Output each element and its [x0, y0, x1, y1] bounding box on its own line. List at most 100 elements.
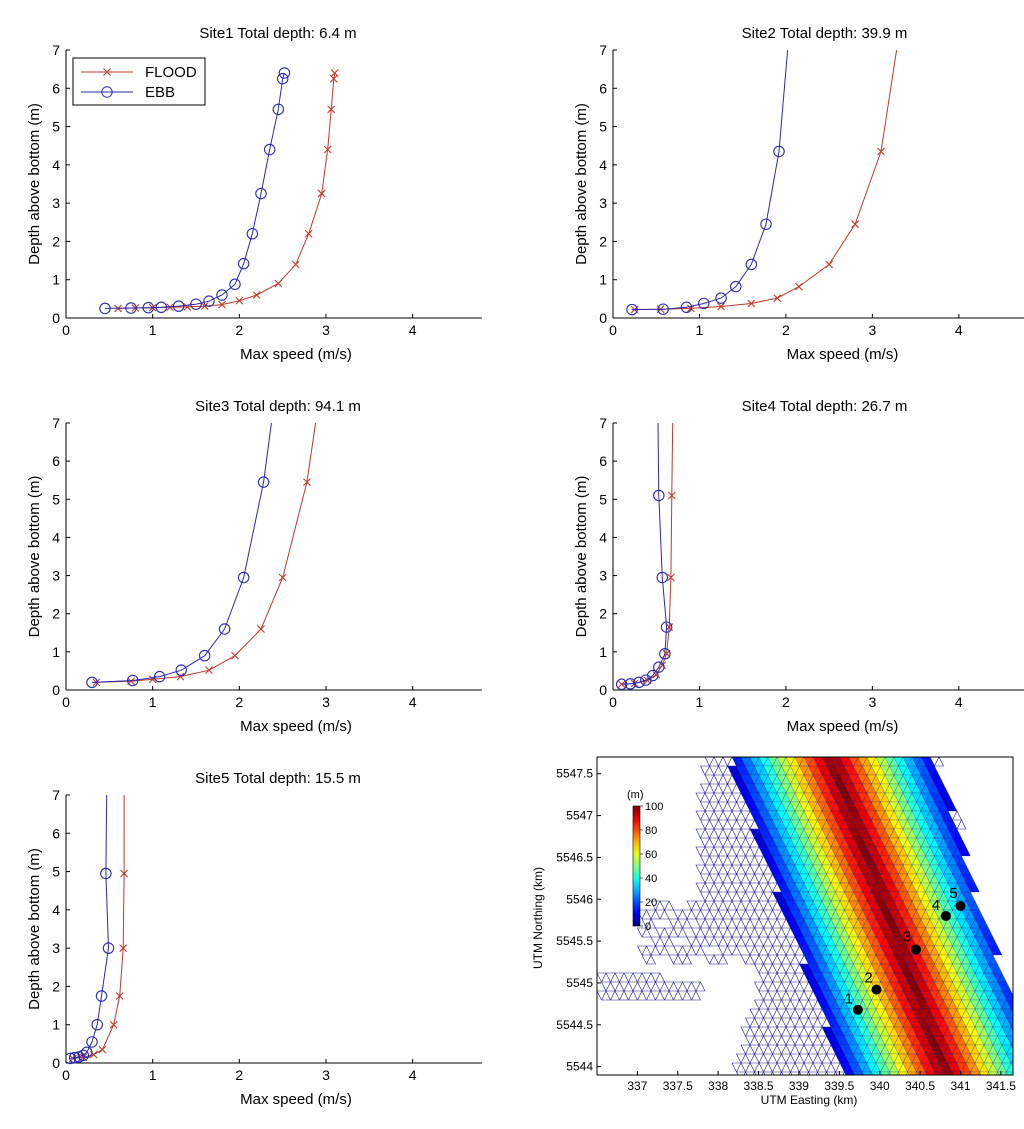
site-marker-5 — [955, 900, 966, 911]
chart-title: Site3 Total depth: 94.1 m — [195, 398, 361, 415]
mesh-cell — [943, 1071, 955, 1075]
ebb-point — [155, 301, 168, 314]
ebb-point — [172, 300, 185, 312]
ebb-point — [272, 103, 285, 116]
chart-title: Site2 Total depth: 39.9 m — [742, 25, 908, 42]
flood-point — [851, 220, 859, 229]
ebb-point — [86, 1036, 98, 1048]
y-tick-label: 5544.5 — [556, 1018, 593, 1032]
x-tick-label: 3 — [322, 694, 330, 710]
x-tick-label: 4 — [955, 322, 963, 338]
mesh-cell — [853, 1071, 865, 1075]
ebb-point — [125, 302, 137, 314]
y-tick-label: 1 — [599, 272, 607, 288]
x-tick-label: 2 — [235, 694, 243, 710]
plot-area — [99, 67, 339, 315]
x-tick-label: 1 — [696, 694, 704, 710]
flood-point — [200, 302, 209, 311]
y-tick-label: 5 — [599, 491, 607, 507]
mesh-cell — [1006, 1017, 1013, 1028]
ebb-point — [246, 228, 259, 240]
ebb-point — [100, 867, 112, 880]
y-tick-label: 0 — [599, 682, 607, 698]
flood-point — [252, 291, 261, 299]
site-label: 3 — [903, 928, 911, 945]
ebb-point — [647, 669, 659, 682]
x-axis-label: UTM Easting (km) — [761, 1093, 858, 1107]
site-label: 5 — [949, 885, 957, 902]
ebb-point — [660, 621, 673, 633]
mesh-cell — [1016, 1072, 1024, 1081]
site-marker-4 — [940, 911, 951, 921]
mesh-cell — [1006, 1071, 1013, 1075]
mesh-cell — [1016, 1054, 1024, 1063]
panel-site5: Site5 Total depth: 15.5 m 0 1 2 3 4 0 1 2 3 4 5 6 7 Ma… — [26, 770, 482, 1108]
ebb-series-line — [104, 72, 285, 309]
x-tick-label: 0 — [609, 694, 617, 710]
ebb-point — [276, 72, 289, 85]
mesh-cell — [929, 774, 944, 785]
site-label: 1 — [845, 991, 853, 1008]
mesh-cell — [862, 1071, 874, 1075]
ebb-series-line — [631, 49, 789, 311]
y-axis-label: UTM Northing (km) — [531, 867, 545, 969]
mesh-cell — [979, 1071, 991, 1075]
y-tick-label: 7 — [599, 415, 607, 431]
site-marker-2 — [871, 984, 882, 995]
y-tick-label: 4 — [52, 902, 60, 918]
y-tick-label: 5 — [52, 864, 60, 880]
flood-point — [291, 260, 300, 269]
legend-x-marker — [103, 68, 111, 76]
flood-point — [330, 69, 339, 77]
x-tick-label: 2 — [782, 322, 790, 338]
mesh-cell — [952, 855, 967, 866]
flood-point — [667, 491, 676, 500]
ebb-point — [656, 571, 669, 584]
ebb-series-line — [91, 422, 272, 683]
x-tick-label: 1 — [696, 322, 704, 338]
mesh-cell — [1016, 1036, 1024, 1045]
mesh-cell — [916, 1071, 928, 1075]
colorbar-tick-label: 80 — [645, 825, 657, 837]
y-tick-label: 7 — [52, 787, 60, 803]
y-tick-label: 6 — [599, 453, 607, 469]
ebb-point — [126, 674, 139, 687]
flood-point — [825, 260, 834, 269]
x-tick-label: 0 — [62, 322, 70, 338]
x-tick-label: 4 — [409, 322, 417, 338]
mesh-cell — [1020, 1081, 1024, 1090]
y-tick-label: 2 — [52, 233, 60, 249]
y-tick-label: 6 — [599, 80, 607, 96]
site-label: 2 — [864, 970, 872, 987]
ebb-point — [257, 476, 270, 488]
site-label: 4 — [932, 897, 940, 914]
flood-series-line — [117, 72, 336, 309]
y-tick-label: 7 — [52, 415, 60, 431]
y-tick-label: 5546 — [566, 892, 593, 906]
y-tick-label: 0 — [599, 310, 607, 326]
y-tick-label: 4 — [52, 157, 60, 173]
ebb-point — [81, 1046, 93, 1059]
mesh-cell — [1020, 1045, 1024, 1054]
mesh-cell — [965, 882, 980, 893]
legend-label: FLOOD — [145, 64, 197, 81]
ebb-point — [659, 648, 671, 660]
legend: FLOOD EBB — [72, 57, 206, 106]
mesh-cell — [952, 837, 967, 848]
x-tick-label: 341.5 — [986, 1079, 1016, 1093]
y-axis-label: Depth above bottom (m) — [573, 476, 590, 638]
flood-point — [274, 279, 283, 288]
y-tick-label: 2 — [52, 978, 60, 994]
flood-point — [877, 147, 885, 156]
mesh-cell — [880, 1071, 892, 1075]
y-tick-label: 0 — [52, 1055, 60, 1071]
x-axis-label: Max speed (m/s) — [240, 346, 352, 363]
ebb-point — [77, 1049, 90, 1062]
y-tick-label: 1 — [52, 272, 60, 288]
chart-title: Site4 Total depth: 26.7 m — [742, 398, 908, 415]
y-tick-label: 4 — [599, 157, 607, 173]
ebb-point — [715, 292, 727, 304]
flood-point — [120, 869, 128, 878]
ebb-series-line — [621, 422, 668, 685]
